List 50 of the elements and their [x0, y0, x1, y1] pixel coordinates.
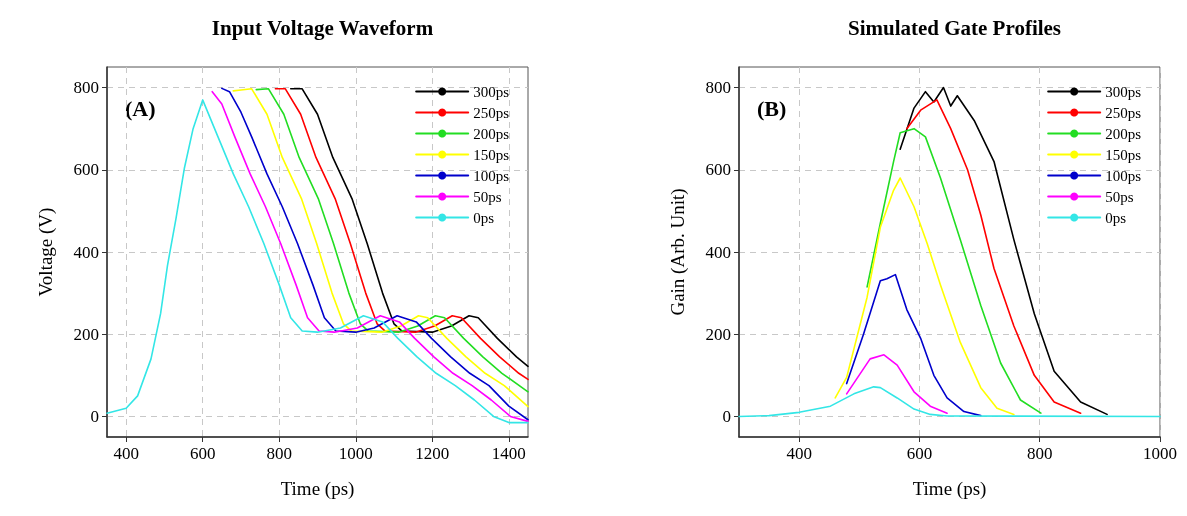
- y-tick-label: 200: [705, 324, 731, 344]
- legend-label: 250ps: [473, 104, 510, 121]
- legend-label: 0ps: [473, 209, 495, 226]
- legend-label: 300ps: [473, 83, 510, 100]
- line-series: [845, 273, 982, 417]
- x-tick-label: 1400: [491, 444, 526, 463]
- x-tick-label: 400: [786, 444, 812, 463]
- y-tick-label: 400: [73, 242, 99, 262]
- x-axis-title: Time (ps): [280, 478, 355, 500]
- y-tick-label: 0: [90, 406, 99, 426]
- line-series: [906, 99, 1082, 414]
- y-tick-label: 400: [705, 242, 731, 262]
- chart-title: Input Voltage Waveform: [211, 15, 434, 40]
- annotation: (A): [125, 95, 156, 121]
- legend-label: 250ps: [1105, 104, 1142, 121]
- legend-label: 150ps: [473, 146, 510, 163]
- legend-label: 50ps: [1105, 188, 1134, 205]
- x-tick-label: 600: [906, 444, 933, 463]
- legend-label: 100ps: [473, 167, 510, 184]
- y-axis-title: Voltage (V): [35, 207, 57, 297]
- x-tick-label: 600: [189, 444, 216, 463]
- x-tick-label: 400: [113, 444, 139, 463]
- y-tick-label: 0: [722, 406, 731, 426]
- y-tick-label: 600: [73, 160, 99, 180]
- x-tick-label: 1000: [1143, 444, 1177, 463]
- legend-label: 200ps: [1105, 125, 1142, 142]
- line-series: [845, 353, 948, 414]
- y-tick-label: 600: [705, 160, 731, 180]
- x-tick-label: 800: [266, 444, 292, 463]
- legend-label: 150ps: [1105, 146, 1142, 163]
- legend-label: 0ps: [1105, 209, 1127, 226]
- y-axis-title: Gain (Arb. Unit): [667, 188, 689, 316]
- y-tick-label: 800: [705, 78, 731, 98]
- legend-label: 200ps: [473, 125, 510, 142]
- x-axis-title: Time (ps): [912, 478, 987, 500]
- x-tick-label: 800: [1026, 444, 1053, 463]
- legend-label: 100ps: [1105, 167, 1142, 184]
- line-series: [834, 177, 1015, 416]
- chart-title: Simulated Gate Profiles: [847, 15, 1062, 40]
- annotation: (B): [757, 95, 787, 121]
- legend-label: 300ps: [1105, 83, 1142, 100]
- line-series: [866, 127, 1042, 414]
- line-series: [738, 386, 1161, 418]
- line-series: [899, 86, 1108, 416]
- y-tick-label: 800: [73, 78, 99, 98]
- line-series: [106, 99, 529, 424]
- legend-label: 50ps: [473, 188, 502, 205]
- y-tick-label: 200: [73, 324, 99, 344]
- x-tick-label: 1000: [338, 444, 373, 463]
- x-tick-label: 1200: [415, 444, 450, 463]
